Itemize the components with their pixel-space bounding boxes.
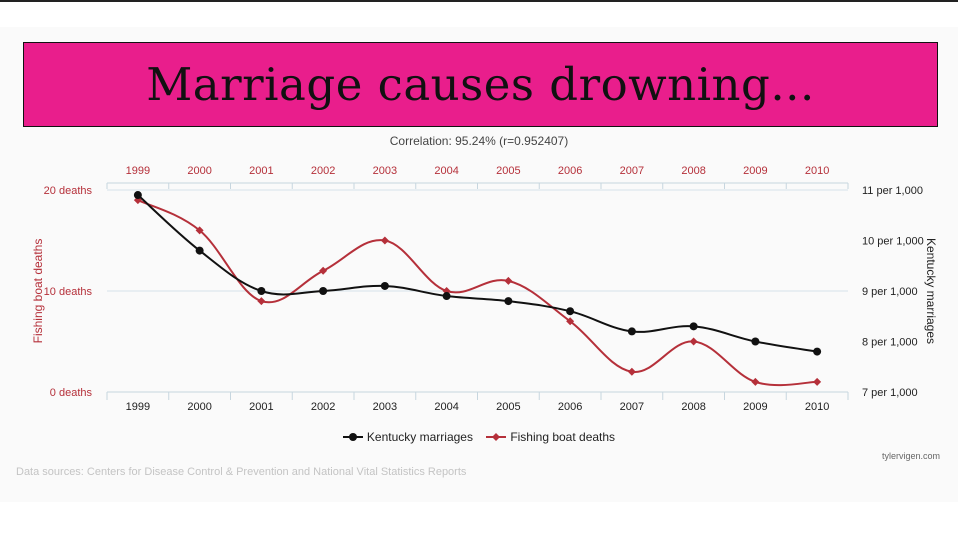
data-point-kentucky-marriages xyxy=(504,297,513,306)
legend-item-fishing-boat-deaths[interactable]: Fishing boat deaths xyxy=(486,430,615,444)
bottom-axis-year-label: 2005 xyxy=(496,401,520,413)
series-line-kentucky-marriages xyxy=(137,194,818,353)
bottom-axis-year-label: 2010 xyxy=(805,401,829,413)
top-axis-year-label: 2000 xyxy=(187,165,211,177)
series-line-fishing-boat-deaths xyxy=(137,199,818,387)
data-point-kentucky-marriages xyxy=(380,281,389,290)
data-sources-note: Data sources: Centers for Disease Contro… xyxy=(16,466,467,478)
top-axis-year-label: 1999 xyxy=(126,165,150,177)
top-axis-year-label: 2004 xyxy=(434,165,458,177)
data-point-kentucky-marriages xyxy=(257,287,266,295)
legend-marker-circle-icon xyxy=(342,433,363,441)
top-axis-year-label: 2008 xyxy=(681,165,705,177)
data-point-kentucky-marriages xyxy=(133,191,142,200)
left-tick-label: 20 deaths xyxy=(44,185,93,197)
bottom-axis-year-label: 2001 xyxy=(249,401,273,413)
data-point-fishing-boat-deaths xyxy=(627,367,636,376)
data-point-kentucky-marriages xyxy=(319,287,328,295)
bottom-axis-year-label: 2009 xyxy=(743,401,767,413)
bottom-axis-year-label: 2008 xyxy=(681,401,705,413)
top-axis-year-label: 2010 xyxy=(805,165,829,177)
top-axis-year-label: 2009 xyxy=(743,165,767,177)
data-point-fishing-boat-deaths xyxy=(751,377,760,386)
chart-subtitle: Correlation: 95.24% (r=0.952407) xyxy=(389,134,569,148)
data-point-kentucky-marriages xyxy=(566,307,575,316)
top-rule xyxy=(0,0,958,2)
top-axis-year-label: 2003 xyxy=(373,165,397,177)
chart-legend: Kentucky marriages Fishing boat deaths xyxy=(0,430,958,445)
bottom-axis-year-label: 2000 xyxy=(187,401,211,413)
legend-label: Fishing boat deaths xyxy=(510,430,616,444)
bottom-axis-year-label: 2006 xyxy=(558,401,582,413)
left-tick-label: 0 deaths xyxy=(50,387,93,399)
right-tick-label: 7 per 1,000 xyxy=(862,387,918,399)
data-point-kentucky-marriages xyxy=(442,292,451,301)
data-point-fishing-boat-deaths xyxy=(813,377,822,386)
legend-marker-diamond-icon xyxy=(486,433,507,441)
right-tick-label: 9 per 1,000 xyxy=(862,286,918,298)
bottom-axis-year-label: 2007 xyxy=(620,401,644,413)
bottom-axis-year-label: 2003 xyxy=(373,401,397,413)
bottom-axis-year-label: 2004 xyxy=(434,401,458,413)
legend-label: Kentucky marriages xyxy=(366,430,473,444)
credit-link[interactable]: tylervigen.com xyxy=(881,451,940,461)
right-tick-label: 10 per 1,000 xyxy=(862,236,924,248)
data-point-fishing-boat-deaths xyxy=(380,236,389,245)
top-axis-year-label: 2007 xyxy=(620,165,644,177)
right-axis-title: Kentucky marriages xyxy=(924,237,938,345)
data-point-fishing-boat-deaths xyxy=(195,226,204,235)
data-point-fishing-boat-deaths xyxy=(689,337,698,346)
data-point-kentucky-marriages xyxy=(195,246,204,255)
top-axis-year-label: 2006 xyxy=(558,165,582,177)
data-point-fishing-boat-deaths xyxy=(319,266,328,275)
data-point-kentucky-marriages xyxy=(751,337,760,346)
right-tick-label: 8 per 1,000 xyxy=(862,337,918,349)
title-banner: Marriage causes drowning... xyxy=(23,42,938,127)
right-tick-label: 11 per 1,000 xyxy=(862,185,923,197)
legend-item-kentucky-marriages[interactable]: Kentucky marriages xyxy=(342,430,473,444)
left-axis-title: Fishing boat deaths xyxy=(31,238,45,344)
data-point-kentucky-marriages xyxy=(627,327,636,336)
data-point-kentucky-marriages xyxy=(689,322,698,331)
bottom-axis-year-label: 1999 xyxy=(126,401,150,413)
data-point-fishing-boat-deaths xyxy=(566,317,575,326)
left-tick-label: 10 deaths xyxy=(44,286,93,298)
data-point-fishing-boat-deaths xyxy=(257,297,266,306)
top-axis-year-label: 2002 xyxy=(311,165,335,177)
top-axis-year-label: 2005 xyxy=(496,165,520,177)
top-axis-year-label: 2001 xyxy=(249,165,273,177)
bottom-axis-year-label: 2002 xyxy=(311,401,335,413)
data-point-fishing-boat-deaths xyxy=(504,276,513,285)
data-point-kentucky-marriages xyxy=(813,347,822,356)
slide-title: Marriage causes drowning... xyxy=(146,58,815,111)
